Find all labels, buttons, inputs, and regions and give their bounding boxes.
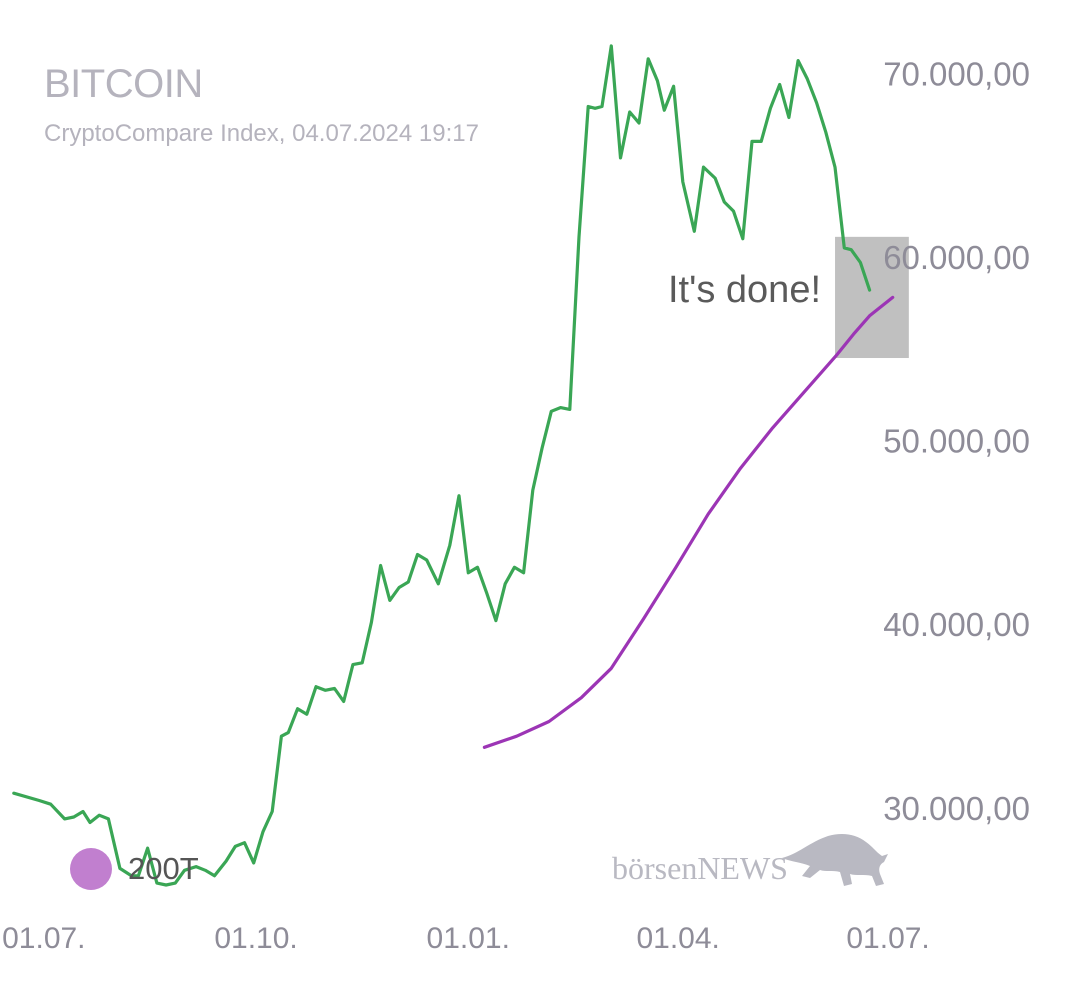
y-tick-label: 60.000,00 [883,239,1030,276]
legend-label-200t: 200T [128,851,199,886]
price-line [12,44,872,887]
chart-subtitle: CryptoCompare Index, 04.07.2024 19:17 [44,120,479,147]
boersennews-logo: börsenNEWS [612,828,892,898]
annotation-box [835,236,909,359]
x-tick-label: 01.07. [2,922,85,955]
x-tick-label: 01.01. [427,922,510,955]
legend: 200T [70,848,199,890]
sma-200-line [482,295,895,749]
y-tick-label: 50.000,00 [883,423,1030,460]
bull-icon [782,834,888,886]
logo-wordmark: börsenNEWS [612,850,788,886]
y-tick-label: 30.000,00 [883,790,1030,827]
x-tick-label: 01.04. [636,922,719,955]
annotation-text: It's done! [668,269,821,311]
chart-title: BITCOIN [44,62,203,106]
y-tick-label: 70.000,00 [883,55,1030,92]
y-tick-label: 40.000,00 [883,606,1030,643]
legend-swatch [70,848,112,890]
x-tick-label: 01.07. [846,922,929,955]
x-tick-label: 01.10. [214,922,297,955]
